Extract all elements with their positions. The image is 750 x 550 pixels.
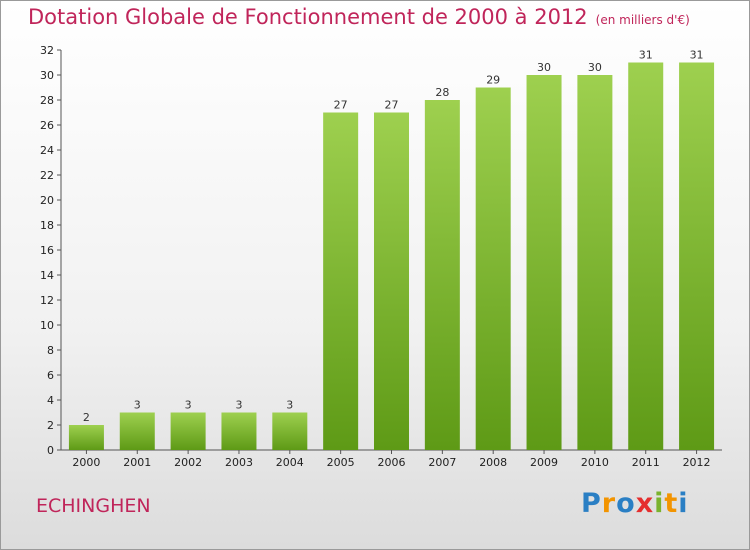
y-tick-label: 28 [40, 94, 54, 107]
y-tick-label: 0 [47, 444, 54, 457]
logo-letter: i [654, 488, 665, 519]
proxiti-logo: Proxiti [581, 488, 689, 519]
data-label: 28 [435, 86, 449, 99]
x-tick-label: 2005 [327, 456, 355, 469]
bar [628, 62, 664, 450]
chart-title: Dotation Globale de Fonctionnement de 20… [28, 5, 690, 29]
y-tick-label: 2 [47, 419, 54, 432]
bar [272, 412, 308, 450]
bar [119, 412, 155, 450]
y-tick-label: 18 [40, 219, 54, 232]
logo-letter: P [581, 488, 602, 519]
y-tick-label: 32 [40, 44, 54, 57]
bar [526, 75, 562, 450]
bar [68, 425, 104, 450]
chart-bars [68, 62, 715, 450]
data-label: 3 [134, 399, 141, 412]
bar [374, 112, 409, 450]
y-tick-label: 20 [40, 194, 54, 207]
x-tick-label: 2008 [479, 456, 507, 469]
y-tick-label: 4 [47, 394, 54, 407]
data-label: 3 [286, 399, 293, 412]
data-label: 29 [486, 74, 500, 87]
y-tick-label: 14 [40, 269, 54, 282]
data-label: 30 [537, 61, 551, 74]
y-tick-label: 24 [40, 144, 54, 157]
y-tick-label: 12 [40, 294, 54, 307]
bar [475, 87, 511, 450]
y-tick-label: 16 [40, 244, 54, 257]
y-tick-label: 10 [40, 319, 54, 332]
x-tick-label: 2004 [276, 456, 304, 469]
data-label: 3 [235, 399, 242, 412]
y-tick-label: 22 [40, 169, 54, 182]
x-tick-label: 2002 [174, 456, 202, 469]
bar [221, 412, 257, 450]
data-label: 30 [588, 61, 602, 74]
logo-letter: x [635, 488, 655, 519]
data-label: 27 [334, 99, 348, 112]
y-tick-label: 6 [47, 369, 54, 382]
logo-letter: o [616, 488, 636, 519]
x-tick-label: 2011 [632, 456, 660, 469]
commune-name: ECHINGHEN [36, 495, 151, 517]
bar [577, 75, 613, 450]
logo-letter: i [678, 488, 689, 519]
bar [424, 100, 460, 450]
data-label: 3 [185, 399, 192, 412]
x-tick-label: 2000 [72, 456, 100, 469]
y-tick-label: 30 [40, 69, 54, 82]
y-tick-label: 8 [47, 344, 54, 357]
logo-letter: r [601, 488, 617, 519]
x-tick-label: 2006 [378, 456, 406, 469]
data-label: 27 [385, 99, 399, 112]
chart-unit: (en milliers d'€) [595, 13, 690, 27]
x-tick-label: 2003 [225, 456, 253, 469]
data-label: 31 [639, 49, 653, 62]
bar [679, 62, 715, 450]
bar [170, 412, 206, 450]
x-tick-label: 2009 [530, 456, 558, 469]
chart-title-text: Dotation Globale de Fonctionnement de 20… [28, 5, 588, 29]
x-tick-label: 2012 [683, 456, 711, 469]
bar [323, 112, 359, 450]
x-tick-label: 2001 [123, 456, 151, 469]
x-tick-label: 2010 [581, 456, 609, 469]
x-tick-label: 2007 [428, 456, 456, 469]
data-label: 31 [690, 49, 704, 62]
chart-labels: 2 3 3 3 3 27 27 28 29 30 30 31 31 [83, 49, 704, 425]
logo-letter: t [664, 488, 679, 519]
y-tick-label: 26 [40, 119, 54, 132]
data-label: 2 [83, 411, 90, 424]
